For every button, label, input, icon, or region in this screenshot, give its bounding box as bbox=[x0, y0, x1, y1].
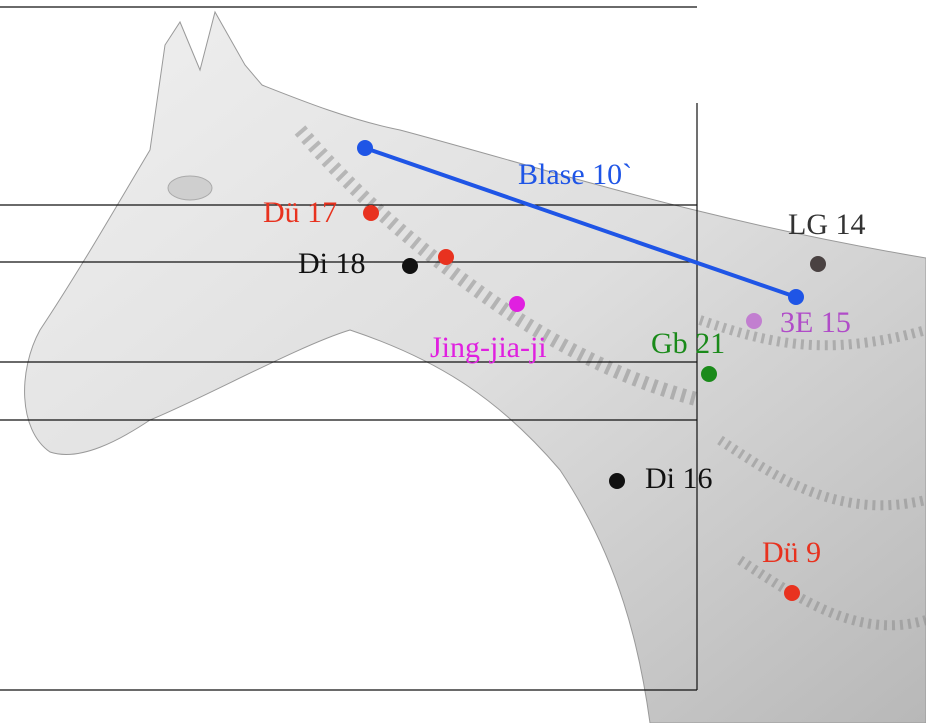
meridian-line bbox=[364, 146, 797, 299]
point bbox=[746, 313, 762, 329]
point-label: Gb 21 bbox=[651, 327, 725, 360]
point-label: Di 16 bbox=[645, 462, 713, 495]
point bbox=[810, 256, 826, 272]
point bbox=[609, 473, 625, 489]
point bbox=[438, 249, 454, 265]
point-label: Dü 9 bbox=[762, 536, 821, 569]
horse-figure bbox=[24, 10, 926, 723]
points bbox=[357, 140, 826, 601]
point bbox=[784, 585, 800, 601]
point bbox=[357, 140, 373, 156]
point bbox=[402, 258, 418, 274]
point-label: Blase 10` bbox=[518, 158, 632, 191]
point-label: 3E 15 bbox=[780, 306, 851, 339]
point bbox=[509, 296, 525, 312]
point-label: Jing-jia-ji bbox=[430, 331, 547, 364]
labels: Blase 10` Dü 17 Di 18 LG 14 3E 15 Jing-j… bbox=[263, 158, 866, 569]
point-label: LG 14 bbox=[788, 208, 866, 241]
point bbox=[701, 366, 717, 382]
point-label: Dü 17 bbox=[263, 196, 337, 229]
point bbox=[788, 289, 804, 305]
frame-lines bbox=[0, 6, 698, 691]
point bbox=[363, 205, 379, 221]
point-label: Di 18 bbox=[298, 247, 366, 280]
